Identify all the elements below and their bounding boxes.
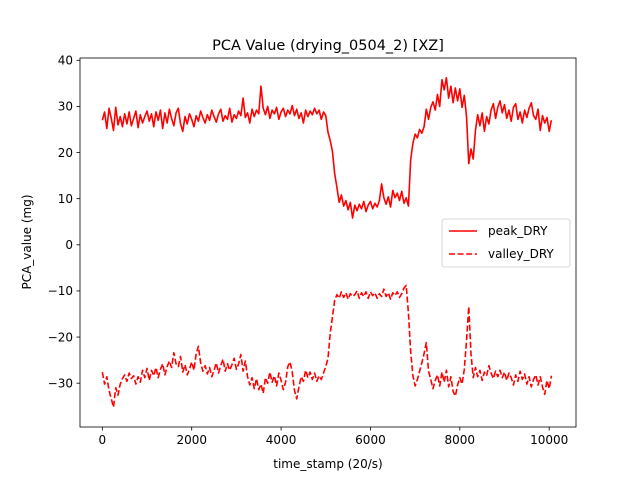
chart-title: PCA Value (drying_0504_2) [XZ]: [212, 38, 444, 54]
series-layer: [101, 77, 553, 408]
x-tick-label: 4000: [266, 433, 297, 447]
y-tick-label: 20: [58, 146, 73, 160]
y-tick-label: 40: [58, 54, 73, 68]
x-tick-label: 6000: [355, 433, 386, 447]
y-tick-label: −10: [48, 284, 73, 298]
legend-label-valley-dry: valley_DRY: [488, 247, 554, 261]
series-line-peak-dry: [101, 77, 553, 219]
y-axis-label: PCA_value (mg): [20, 194, 34, 289]
legend-label-peak-dry: peak_DRY: [488, 224, 548, 238]
x-axis: 0 2000 4000 6000 8000 10000: [99, 427, 568, 447]
x-tick-label: 2000: [176, 433, 207, 447]
y-tick-label: 0: [65, 238, 73, 252]
x-axis-label: time_stamp (20/s): [273, 457, 382, 471]
x-tick-label: 10000: [530, 433, 568, 447]
y-tick-label: 30: [58, 100, 73, 114]
y-tick-label: 10: [58, 192, 73, 206]
series-line-valley-dry: [101, 284, 553, 408]
legend: peak_DRY valley_DRY: [441, 218, 571, 268]
y-tick-label: −30: [48, 376, 73, 390]
plot-frame: [79, 57, 577, 428]
x-tick-label: 0: [99, 433, 107, 447]
y-tick-label: −20: [48, 330, 73, 344]
y-axis: −30 −20 −10 0 10 20 30 40: [48, 54, 80, 390]
x-tick-label: 8000: [445, 433, 476, 447]
